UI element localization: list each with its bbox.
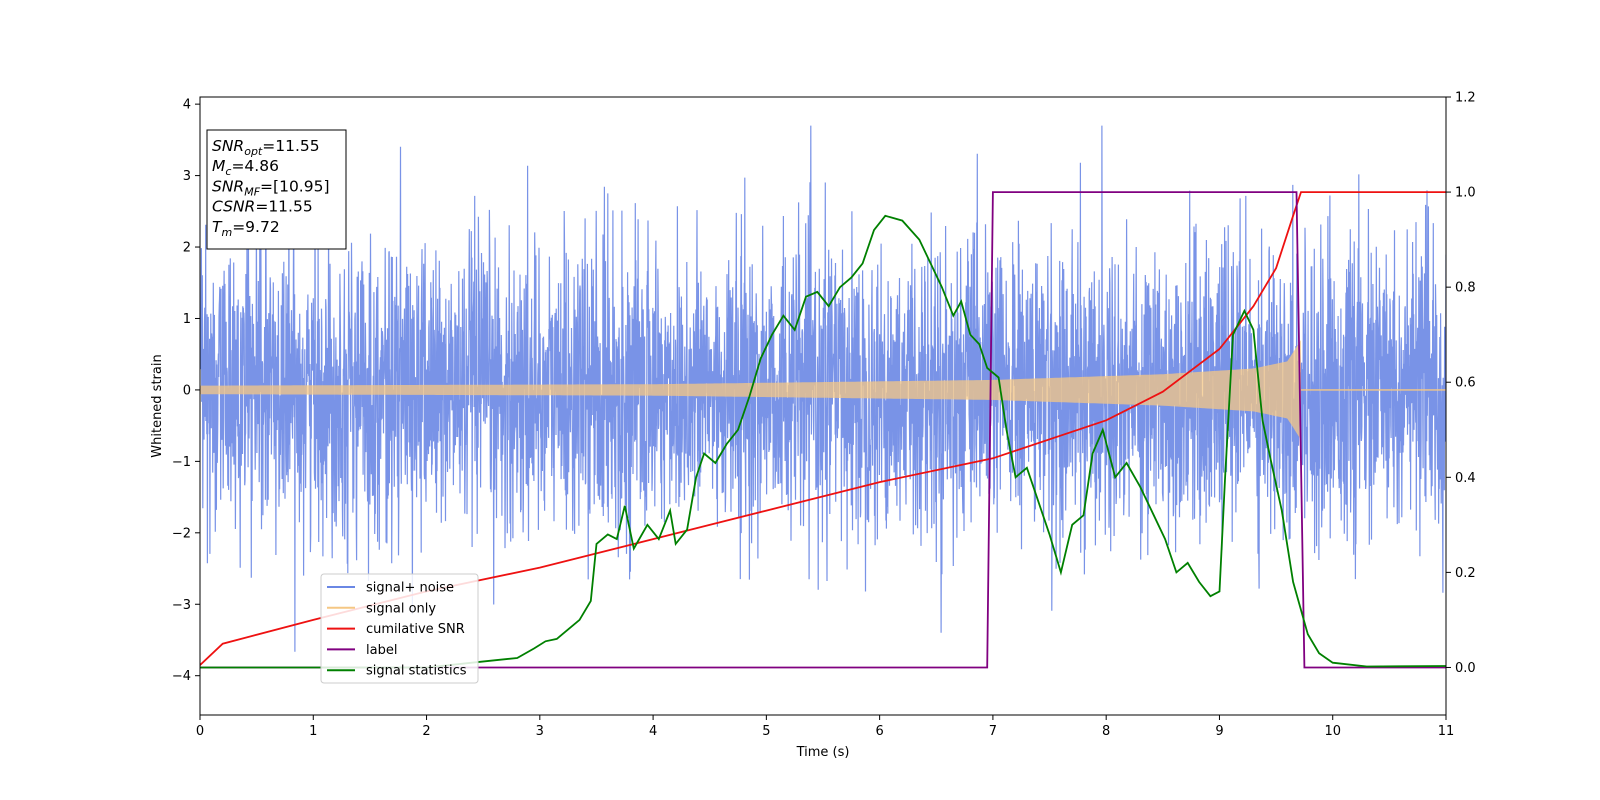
annotation-line: Mc=4.86	[212, 157, 279, 178]
y-right-tick-label: 0.2	[1455, 566, 1476, 581]
y-right-tick-label: 0.6	[1455, 376, 1476, 391]
x-tick-label: 11	[1438, 724, 1455, 739]
y-right-tick-label: 0.8	[1455, 281, 1476, 296]
annotation-box: SNRopt=11.55Mc=4.86SNRMF=[10.95]CSNR=11.…	[206, 129, 347, 250]
x-tick-label: 9	[1215, 724, 1223, 739]
y-left-tick-label: 0	[183, 383, 191, 398]
annotation-value: =9.72	[232, 218, 280, 236]
x-axis: 0 1 2 3 4 5 6 7 8 9 10 11	[196, 715, 1454, 739]
annotation-line: Tm=9.72	[212, 218, 280, 239]
annotation-line: SNRMF=[10.95]	[212, 177, 330, 198]
y-left-tick-label: −2	[172, 526, 191, 541]
y-left-tick-label: 4	[183, 98, 191, 113]
legend-frame	[320, 573, 479, 684]
x-axis-label: Time (s)	[796, 745, 850, 760]
legend-label: signal statistics	[366, 664, 467, 679]
x-tick-label: 1	[309, 724, 317, 739]
annotation-value: =11.55	[262, 137, 319, 155]
legend-label: signal only	[366, 601, 436, 616]
y-axis-left: 4 3 2 1 0 −1 −2 −3 −4	[172, 98, 200, 684]
y-right-tick-label: 1.2	[1455, 91, 1476, 106]
x-tick-label: 8	[1102, 724, 1110, 739]
y-right-tick-label: 0.0	[1455, 661, 1476, 676]
annotation-symbol: SNR	[212, 177, 244, 195]
legend-label: label	[366, 643, 397, 658]
y-left-tick-label: 2	[183, 241, 191, 256]
y-left-tick-label: −3	[172, 598, 191, 613]
y-left-tick-label: 1	[183, 312, 191, 327]
x-tick-label: 6	[875, 724, 883, 739]
x-tick-label: 4	[649, 724, 657, 739]
annotation-line: CSNR=11.55	[212, 198, 313, 216]
plot-frame	[199, 96, 1447, 716]
y-axis-right: 1.2 1.0 0.8 0.6 0.4 0.2 0.0	[1446, 91, 1476, 676]
x-tick-label: 10	[1324, 724, 1341, 739]
y-left-tick-label: 3	[183, 169, 191, 184]
annotation-frame	[206, 129, 347, 250]
legend: signal+ noise signal only cumilative SNR la…	[320, 573, 479, 684]
annotation-subscript: MF	[244, 185, 260, 198]
y-left-tick-label: −4	[172, 669, 191, 684]
annotation-value: =[10.95]	[260, 177, 329, 195]
annotation-symbol: M	[212, 157, 225, 175]
legend-label: cumilative SNR	[366, 622, 465, 637]
series-signal-statistics-line	[200, 214, 1446, 669]
y-right-tick-label: 0.4	[1455, 471, 1476, 486]
annotation-value: =4.86	[231, 157, 279, 175]
annotation-line: SNRopt=11.55	[212, 137, 320, 158]
x-tick-label: 7	[989, 724, 997, 739]
annotation-value: =11.55	[255, 198, 312, 216]
annotation-symbol: T	[212, 218, 223, 236]
y-left-tick-label: −1	[172, 455, 191, 470]
legend-label: signal+ noise	[366, 581, 454, 596]
annotation-symbol: SNR	[212, 137, 244, 155]
annotation-subscript: opt	[244, 145, 263, 158]
series-signal-noise-line	[200, 125, 1446, 652]
y-right-tick-label: 1.0	[1455, 186, 1476, 201]
annotation-subscript: c	[225, 165, 231, 178]
x-tick-label: 2	[422, 724, 430, 739]
y-axis-label: Whitened strain	[150, 354, 165, 457]
x-tick-label: 5	[762, 724, 770, 739]
x-tick-label: 0	[196, 724, 204, 739]
x-tick-label: 3	[536, 724, 544, 739]
annotation-subscript: m	[221, 226, 232, 239]
annotation-symbol: CSNR	[212, 198, 255, 216]
series-label-line	[200, 191, 1446, 669]
